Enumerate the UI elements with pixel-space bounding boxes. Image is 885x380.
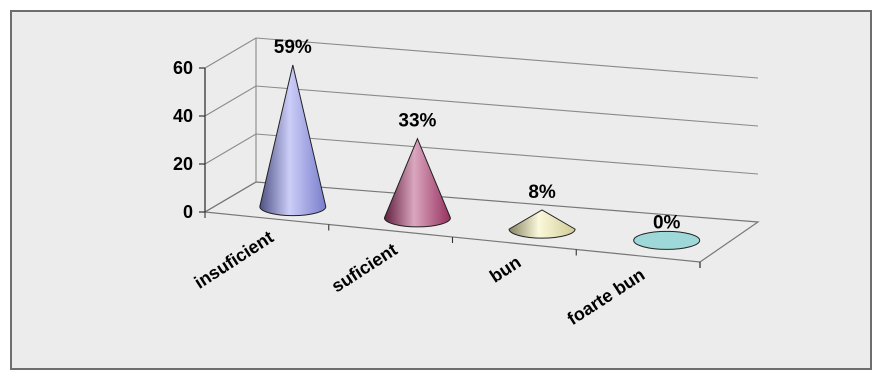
y-tick-labels: 0 20 40 60 [173, 58, 193, 222]
category-label: suficient [328, 239, 401, 296]
category-label: bun [486, 252, 525, 287]
category-label: foarte bun [564, 264, 649, 329]
chart-frame [10, 10, 872, 370]
cone-foarte-bun [633, 230, 701, 250]
y-tick-label: 20 [173, 154, 193, 174]
cone-bun [508, 209, 576, 239]
cones [259, 64, 701, 250]
gridline [204, 181, 257, 213]
category-label: insuficient [191, 227, 277, 293]
axes [199, 38, 701, 268]
y-tick-label: 40 [173, 106, 193, 126]
cone-suficient [383, 137, 451, 228]
data-label: 59% [274, 37, 312, 58]
y-tick-label: 60 [173, 58, 193, 78]
data-labels: 59% 33% 8% 0% [274, 37, 681, 233]
cone-insuficient [259, 64, 327, 217]
category-labels: insuficient suficient bun foarte bun [191, 227, 649, 329]
data-label: 0% [653, 212, 681, 233]
data-label: 33% [398, 111, 436, 132]
data-label: 8% [528, 182, 556, 203]
y-tick-label: 0 [183, 202, 193, 222]
back-wall [256, 36, 758, 222]
